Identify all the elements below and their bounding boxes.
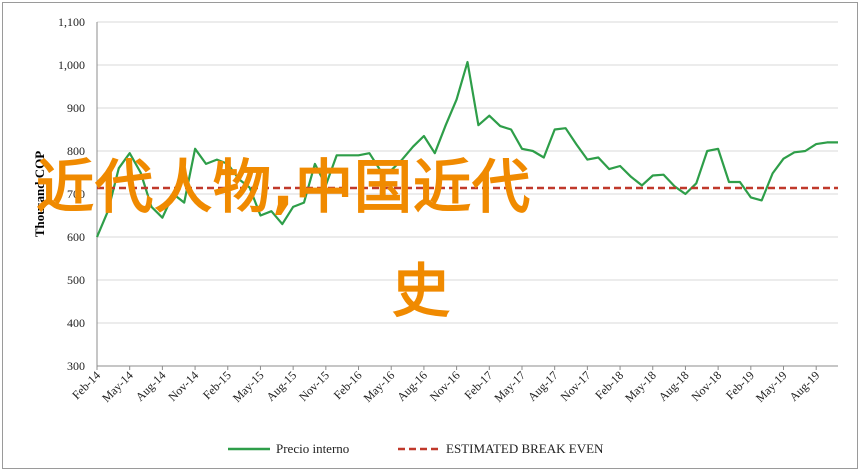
x-tick-label: May-16 — [361, 368, 398, 405]
x-tick-label: Feb-14 — [69, 368, 103, 402]
x-tick-label: Aug-17 — [525, 368, 561, 404]
x-tick-label: Feb-16 — [331, 368, 365, 402]
y-tick-label: 300 — [67, 359, 85, 373]
x-tick-label: Aug-14 — [133, 368, 169, 404]
y-tick-label: 400 — [67, 316, 85, 330]
x-tick-label: Feb-19 — [723, 368, 757, 402]
y-tick-label: 1,000 — [58, 58, 85, 72]
x-tick-label: May-19 — [753, 368, 790, 405]
x-tick-label: May-18 — [622, 368, 659, 405]
y-tick-label: 600 — [67, 230, 85, 244]
x-tick-label: May-14 — [99, 368, 136, 405]
x-tick-label: Nov-14 — [165, 368, 201, 404]
x-tick-label: Aug-16 — [394, 368, 430, 404]
overlay-watermark-text-2: 史 — [392, 262, 450, 320]
x-tick-label: May-15 — [230, 368, 267, 405]
x-tick-label: Feb-15 — [200, 368, 234, 402]
legend-label: ESTIMATED BREAK EVEN — [446, 441, 604, 456]
x-tick-label: Aug-18 — [656, 368, 692, 404]
y-tick-label: 1,100 — [58, 15, 85, 29]
y-tick-label: 900 — [67, 101, 85, 115]
x-tick-label: Aug-15 — [263, 368, 299, 404]
legend-label: Precio interno — [276, 441, 349, 456]
overlay-watermark-text: 近代人物,中国近代 — [36, 158, 531, 216]
x-tick-label: Nov-18 — [688, 368, 724, 404]
x-tick-label: Feb-17 — [461, 368, 495, 402]
x-tick-label: Nov-17 — [558, 368, 594, 404]
x-tick-label: Feb-18 — [592, 368, 626, 402]
x-tick-label: Nov-16 — [427, 368, 463, 404]
x-tick-label: Nov-15 — [296, 368, 332, 404]
x-tick-label: May-17 — [491, 368, 528, 405]
y-tick-label: 500 — [67, 273, 85, 287]
x-tick-label: Aug-19 — [786, 368, 822, 404]
